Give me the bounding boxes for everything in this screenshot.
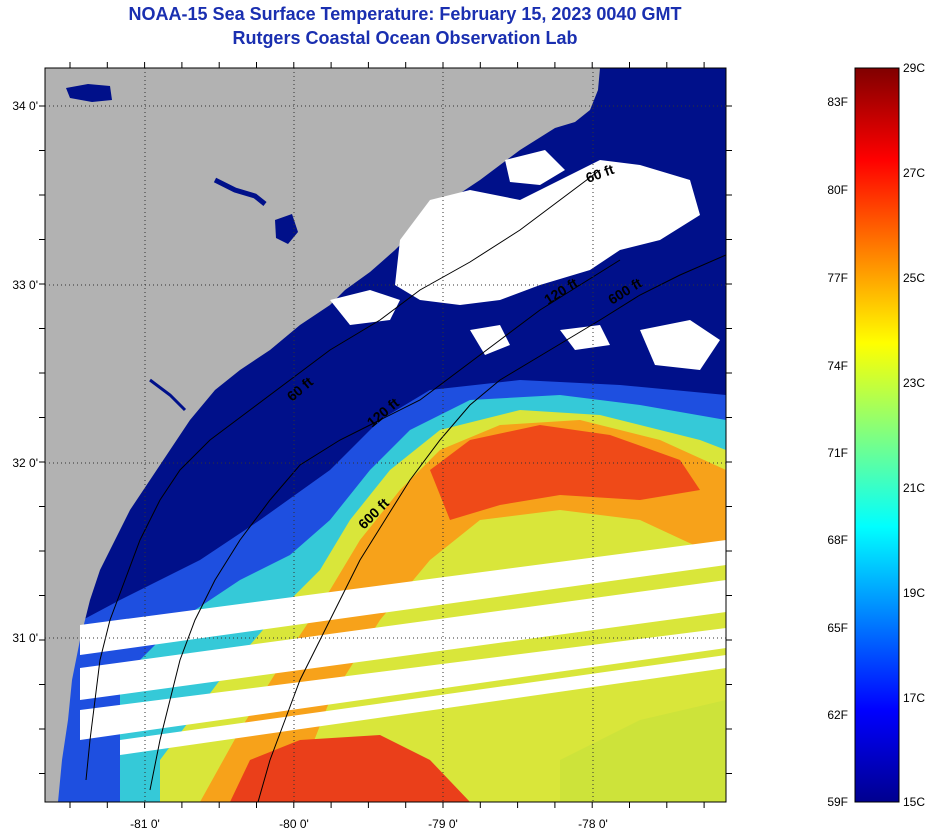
colorbar-f-65: 65F: [827, 621, 848, 635]
colorbar-f-80: 80F: [827, 183, 848, 197]
colorbar-c-27: 27C: [903, 166, 925, 180]
colorbar-f-74: 74F: [827, 359, 848, 373]
colorbar-c-29: 29C: [903, 61, 925, 75]
colorbar-c-15: 15C: [903, 795, 925, 809]
colorbar-c-19: 19C: [903, 586, 925, 600]
colorbar: [855, 68, 899, 802]
lon-label-79: -79 0': [428, 817, 458, 831]
lat-label-31: 31 0': [12, 631, 38, 645]
lat-label-34: 34 0': [12, 99, 38, 113]
colorbar-f-68: 68F: [827, 533, 848, 547]
colorbar-f-59: 59F: [827, 795, 848, 809]
map-layers: [45, 68, 726, 802]
colorbar-f-77: 77F: [827, 271, 848, 285]
colorbar-c-25: 25C: [903, 271, 925, 285]
colorbar-f-62: 62F: [827, 708, 848, 722]
colorbar-f-83: 83F: [827, 95, 848, 109]
colorbar-c-23: 23C: [903, 376, 925, 390]
lon-label-81: -81 0': [130, 817, 160, 831]
colorbar-f-71: 71F: [827, 446, 848, 460]
colorbar-c-17: 17C: [903, 691, 925, 705]
lon-label-80: -80 0': [279, 817, 309, 831]
lat-label-33: 33 0': [12, 278, 38, 292]
lat-label-32: 32 0': [12, 456, 38, 470]
lon-label-78: -78 0': [578, 817, 608, 831]
colorbar-c-21: 21C: [903, 481, 925, 495]
